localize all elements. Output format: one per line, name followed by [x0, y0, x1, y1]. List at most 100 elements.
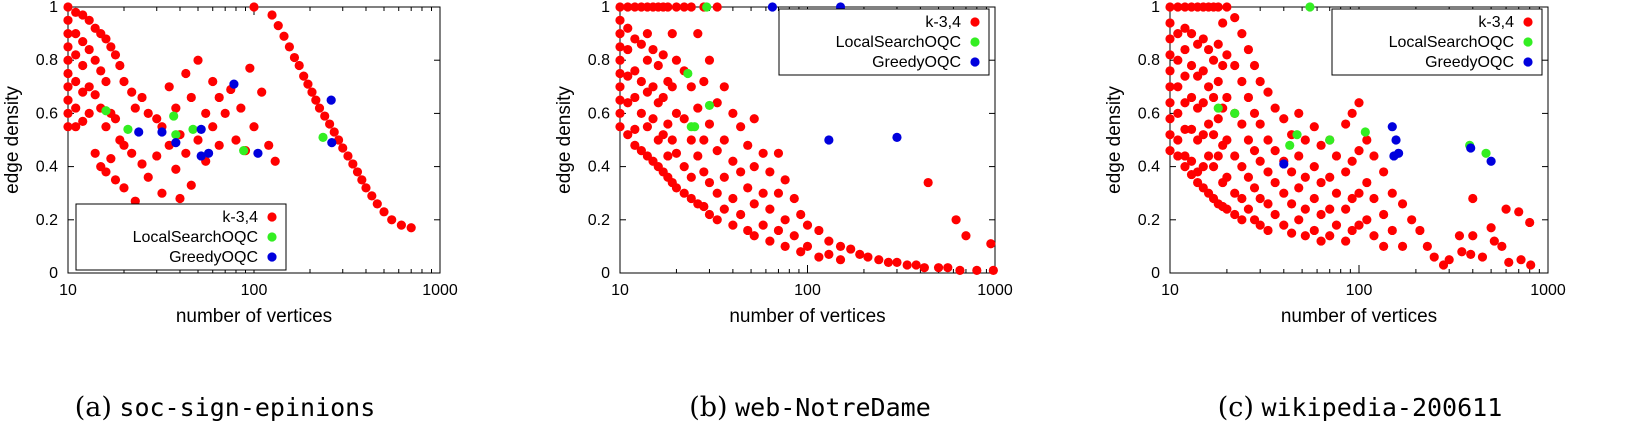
data-point: [642, 55, 652, 65]
data-point: [71, 28, 81, 39]
data-point: [249, 122, 259, 132]
data-point: [667, 82, 677, 92]
x-tick-label: 1000: [422, 282, 458, 299]
data-point: [267, 10, 277, 20]
data-point: [63, 2, 73, 12]
data-point: [699, 135, 709, 145]
data-point: [186, 180, 196, 190]
data-point: [1325, 172, 1335, 182]
data-point: [1237, 162, 1247, 172]
data-point: [1331, 188, 1342, 198]
data-point: [1165, 34, 1175, 44]
data-point: [736, 122, 746, 132]
data-point: [1316, 209, 1326, 220]
data-point: [137, 92, 147, 103]
data-point: [1486, 223, 1496, 233]
data-point: [1379, 167, 1389, 177]
x-axis-label: number of vertices: [176, 306, 332, 327]
data-point: [1213, 39, 1223, 49]
data-point: [1354, 188, 1364, 198]
data-point: [1501, 204, 1511, 214]
legend-label: LocalSearchOQC: [1389, 34, 1514, 51]
legend-label: GreedyOQC: [1425, 54, 1514, 71]
data-point: [1331, 220, 1342, 230]
data-point: [1287, 199, 1297, 209]
data-point: [1222, 135, 1232, 145]
data-point: [1222, 204, 1232, 214]
data-point: [214, 92, 224, 103]
data-point: [1397, 199, 1408, 209]
data-point: [1362, 177, 1372, 188]
legend-marker: [970, 17, 980, 27]
data-point: [338, 143, 348, 153]
data-point: [119, 183, 129, 193]
data-point: [1165, 2, 1175, 12]
data-point: [1360, 127, 1370, 137]
data-point: [767, 2, 778, 12]
data-point: [615, 68, 625, 79]
data-point: [1230, 13, 1240, 23]
series-localsearchoqc: [101, 106, 328, 156]
data-point: [1186, 28, 1197, 39]
data-point: [1516, 255, 1526, 265]
legend-marker: [267, 212, 277, 222]
data-point: [1222, 50, 1232, 60]
data-point: [1387, 122, 1397, 132]
data-point: [663, 2, 673, 12]
y-tick-label: 0.6: [1138, 105, 1160, 122]
data-point: [1305, 2, 1315, 12]
x-tick-label: 10: [1161, 282, 1179, 299]
data-point: [972, 265, 982, 275]
data-point: [704, 119, 715, 129]
data-point: [671, 2, 682, 12]
data-point: [299, 71, 309, 81]
data-point: [257, 87, 267, 97]
data-point: [169, 111, 179, 121]
data-point: [1325, 231, 1335, 241]
data-point: [814, 225, 824, 236]
data-point: [636, 76, 646, 87]
caption-b: (b) web-NotreDame: [550, 392, 1070, 423]
data-point: [630, 66, 640, 76]
data-point: [329, 127, 339, 137]
data-point: [325, 119, 335, 129]
data-point: [1249, 183, 1260, 193]
data-point: [1486, 156, 1496, 166]
chart-panel-b: 0 0.2 0.4 0.6 0.8 1 10 100 1000 number of vertice…: [550, 0, 1070, 428]
data-point: [789, 231, 799, 241]
data-point: [955, 265, 965, 275]
data-point: [719, 204, 729, 214]
data-point: [1466, 249, 1476, 259]
data-point: [1294, 151, 1304, 161]
data-point: [690, 122, 700, 132]
data-point: [1186, 124, 1197, 134]
data-point: [728, 156, 738, 166]
data-point: [1230, 209, 1240, 220]
data-point: [78, 116, 88, 126]
data-point: [636, 39, 646, 49]
y-tick-label: 0.6: [36, 105, 58, 122]
data-point: [1230, 60, 1240, 71]
data-point: [1237, 76, 1247, 87]
data-point: [1213, 151, 1223, 161]
data-point: [1325, 204, 1335, 214]
data-point: [773, 148, 784, 158]
data-point: [157, 127, 167, 137]
data-point: [379, 207, 389, 217]
chart-b-svg: 0 0.2 0.4 0.6 0.8 1 10 100 1000 number of vertice…: [554, 0, 1013, 327]
data-point: [1309, 225, 1319, 236]
y-tick-label: 0.8: [588, 52, 610, 69]
data-point: [123, 124, 133, 134]
data-point: [1300, 135, 1310, 145]
data-point: [623, 98, 633, 108]
legend-label: GreedyOQC: [872, 54, 961, 71]
data-point: [71, 122, 81, 132]
data-point: [1341, 236, 1351, 246]
data-point: [1354, 98, 1364, 108]
x-tick-label: 1000: [977, 282, 1013, 299]
data-point: [943, 263, 953, 273]
legend-box: [778, 8, 990, 76]
data-point: [728, 108, 738, 118]
data-point: [1180, 124, 1190, 134]
data-point: [348, 159, 358, 169]
